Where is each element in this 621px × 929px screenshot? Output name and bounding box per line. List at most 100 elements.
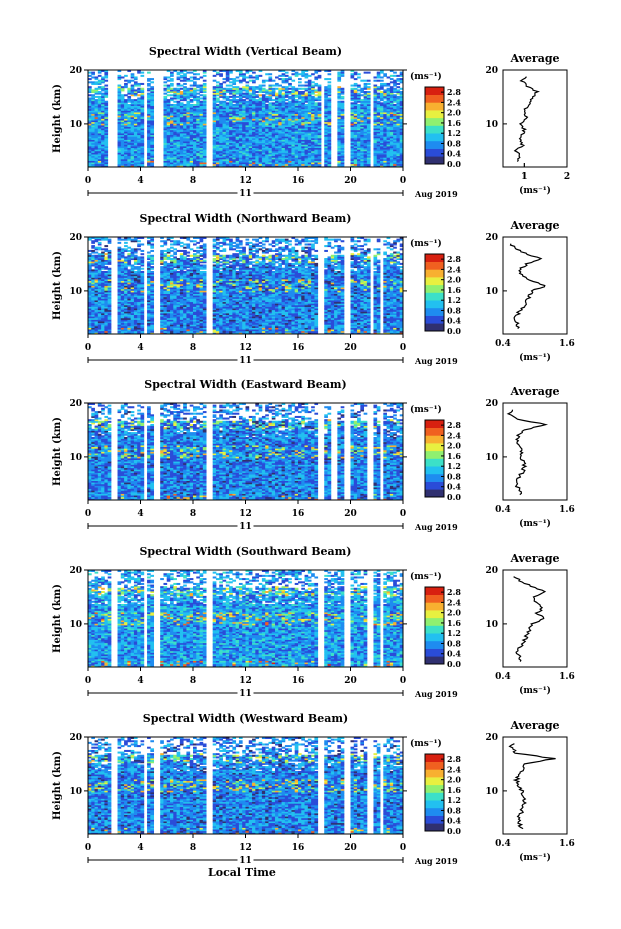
- heatmap-cell: [364, 72, 368, 74]
- heatmap-cell: [242, 99, 246, 101]
- heatmap-cell: [351, 85, 355, 87]
- date-label: Aug 2019: [414, 189, 458, 199]
- heatmap-cell: [180, 91, 184, 93]
- heatmap-cell: [272, 99, 276, 101]
- heatmap-cell: [104, 266, 108, 268]
- heatmap-cell: [193, 88, 197, 90]
- heatmap-cell: [167, 85, 171, 87]
- heatmap-cell: [229, 88, 233, 90]
- heatmap-cell: [131, 239, 135, 241]
- heatmap-cell: [95, 247, 99, 249]
- colorbar-swatch: [425, 149, 444, 157]
- heatmap-cell: [328, 81, 332, 83]
- heatmap-cell: [219, 83, 223, 85]
- heatmap-cell: [255, 75, 259, 77]
- heatmap-cell: [95, 255, 99, 257]
- colorbar-swatch: [425, 126, 444, 134]
- colorbar-tick-label: 2.4: [447, 97, 461, 107]
- heatmap-cell: [314, 76, 318, 78]
- heatmap-cell: [91, 269, 95, 271]
- heatmap-cell: [186, 88, 190, 90]
- heatmap-cell: [91, 240, 95, 242]
- heatmap-cell: [383, 73, 387, 75]
- heatmap-cell: [177, 83, 181, 85]
- colorbar-swatch: [425, 118, 444, 126]
- heatmap-cell: [328, 97, 332, 99]
- heatmap-cell: [377, 72, 381, 74]
- heatmap-cell: [357, 93, 361, 95]
- heatmap-cell: [88, 75, 92, 77]
- heatmap-cell: [104, 88, 108, 90]
- heatmap-cell: [232, 104, 236, 106]
- heatmap-cell: [170, 97, 174, 99]
- heatmap-cell: [265, 89, 269, 91]
- heatmap-cell: [308, 75, 312, 77]
- heatmap-cell: [341, 88, 345, 90]
- heatmap-cell: [278, 75, 282, 77]
- heatmap-cell: [216, 72, 220, 74]
- heatmap-cell: [387, 76, 391, 78]
- heatmap-cell: [108, 268, 112, 270]
- heatmap-cell: [137, 88, 141, 90]
- heatmap-cell: [88, 94, 92, 96]
- heatmap-cell: [134, 271, 138, 273]
- heatmap-cell: [305, 85, 309, 87]
- heatmap-cell: [95, 81, 99, 83]
- heatmap-cell: [275, 83, 279, 85]
- heatmap-cell: [186, 101, 190, 103]
- heatmap-cell: [298, 88, 302, 90]
- heatmap-cell: [380, 83, 384, 85]
- heatmap-cell: [337, 101, 341, 103]
- heatmap-cell: [98, 242, 102, 244]
- heatmap-cell: [216, 97, 220, 99]
- heatmap-cell: [390, 75, 394, 77]
- heatmap-cell: [390, 81, 394, 83]
- heatmap-cell: [88, 97, 92, 99]
- heatmap-cell: [147, 83, 151, 85]
- heatmap-cell: [377, 80, 381, 82]
- heatmap-cell: [377, 101, 381, 103]
- heatmap-cell: [131, 80, 135, 82]
- heatmap-cell: [196, 73, 200, 75]
- heatmap-cell: [357, 89, 361, 91]
- heatmap-cell: [91, 72, 95, 74]
- heatmap-cell: [282, 93, 286, 95]
- heatmap-cell: [200, 101, 204, 103]
- heatmap-cell: [314, 102, 318, 104]
- heatmap-cell: [180, 88, 184, 90]
- heatmap-cell: [216, 85, 220, 87]
- day-label: 11: [239, 189, 252, 199]
- heatmap-cell: [262, 88, 266, 90]
- heatmap-cell: [170, 88, 174, 90]
- heatmap-cell: [373, 76, 377, 78]
- heatmap-cell: [387, 83, 391, 85]
- heatmap-cell: [318, 75, 322, 77]
- heatmap-cell: [232, 78, 236, 80]
- heatmap-cell: [203, 94, 207, 96]
- heatmap-cell: [367, 91, 371, 93]
- heatmap-cell: [190, 85, 194, 87]
- heatmap-cell: [124, 94, 128, 96]
- heatmap-cell: [101, 248, 105, 250]
- heatmap-cell: [196, 93, 200, 95]
- heatmap-cell: [246, 76, 250, 78]
- x-tick-label: 20: [344, 176, 357, 186]
- heatmap-cell: [364, 80, 368, 82]
- heatmap-cell: [275, 93, 279, 95]
- heatmap-cell: [255, 86, 259, 88]
- heatmap-cell: [88, 78, 92, 80]
- heatmap-cell: [262, 80, 266, 82]
- heatmap-cell: [354, 78, 358, 80]
- heatmap-cell: [291, 80, 295, 82]
- average-profile-line: [515, 77, 538, 162]
- heatmap-cell: [318, 85, 322, 87]
- heatmap-cell: [177, 101, 181, 103]
- heatmap-cell: [88, 253, 92, 255]
- heatmap-cell: [239, 88, 243, 90]
- heatmap-cell: [288, 76, 292, 78]
- colorbar-swatch: [425, 156, 444, 164]
- heatmap-cell: [278, 78, 282, 80]
- heatmap-cell: [262, 94, 266, 96]
- heatmap-cell: [104, 101, 108, 103]
- heatmap-cell: [311, 73, 315, 75]
